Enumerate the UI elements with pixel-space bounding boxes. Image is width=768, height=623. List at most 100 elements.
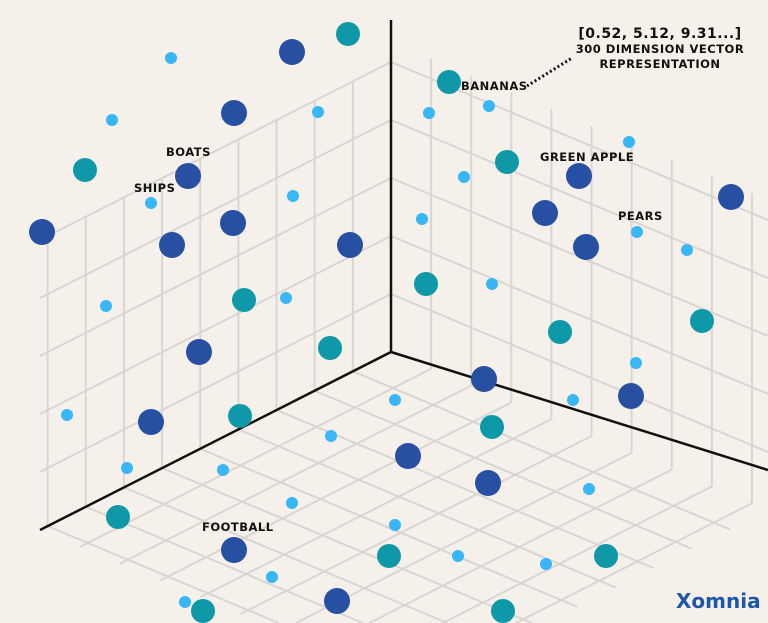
grid-line (314, 389, 693, 550)
label-ships: SHIPS (134, 181, 176, 195)
grid-line (276, 409, 654, 569)
label-football: FOOTBALL (202, 520, 274, 534)
vector-annotation: [0.52, 5.12, 9.31...] 300 DIMENSION VECT… (560, 26, 760, 72)
vector-point-teal (594, 544, 618, 568)
vector-point-teal (377, 544, 401, 568)
vector-point-large (718, 184, 744, 210)
grid-line (442, 485, 713, 623)
vector-point-small (121, 462, 133, 474)
vector-point-teal (228, 404, 252, 428)
grid-line (199, 418, 552, 599)
grid-line (39, 177, 392, 357)
grid-line (39, 61, 392, 241)
grid-line (159, 401, 512, 582)
vector-point-large (29, 219, 55, 245)
vector-point-large (186, 339, 212, 365)
vector-point-small (286, 497, 298, 509)
vector-point-teal (414, 272, 438, 296)
grid-line (119, 384, 472, 565)
vector-point-small (280, 292, 292, 304)
vector-point-small (567, 394, 579, 406)
vector-caption-line1: 300 DIMENSION VECTOR (575, 42, 745, 56)
vector-point-teal (191, 599, 215, 623)
xomnia-logo: Xomnia (676, 589, 761, 613)
grid-line (39, 235, 392, 415)
vector-point-teal (106, 505, 130, 529)
vector-point-small (61, 409, 73, 421)
vector-point-small (631, 226, 643, 238)
vector-point-teal (336, 22, 360, 46)
vector-point-small (540, 558, 552, 570)
vector-point-large (618, 383, 644, 409)
grid-line (199, 447, 578, 608)
vector-point-large (175, 163, 201, 189)
grid-line (85, 505, 364, 623)
vector-point-small (179, 596, 191, 608)
vector-point-small (452, 550, 464, 562)
grid-line (295, 451, 633, 623)
label-boats: BOATS (166, 145, 211, 159)
vector-point-teal (73, 158, 97, 182)
label-pears: PEARS (618, 209, 663, 223)
vector-caption-line2: REPRESENTATION (599, 57, 721, 71)
vector-point-small (389, 519, 401, 531)
vector-point-small (630, 357, 642, 369)
vector-point-large (337, 232, 363, 258)
vector-point-small (486, 278, 498, 290)
vector-point-small (416, 213, 428, 225)
vector-point-teal (318, 336, 342, 360)
vector-point-large (471, 366, 497, 392)
vector-values: [0.52, 5.12, 9.31...] (578, 26, 742, 42)
vector-point-large (573, 234, 599, 260)
label-bananas: BANANAS (461, 79, 528, 93)
vector-point-teal (548, 320, 572, 344)
grid-line (47, 525, 280, 623)
grid-line (240, 435, 592, 615)
vector-point-teal (491, 599, 515, 623)
vector-point-teal (495, 150, 519, 174)
vector-point-small (100, 300, 112, 312)
y-axis (390, 350, 768, 472)
vector-point-small (312, 106, 324, 118)
vector-point-large (138, 409, 164, 435)
vector-point-large (159, 232, 185, 258)
grid-line (123, 486, 448, 623)
vector-point-small (145, 197, 157, 209)
vector-point-large (532, 200, 558, 226)
label-green-apple: GREEN APPLE (540, 150, 635, 164)
vector-point-small (106, 114, 118, 126)
vector-point-small (681, 244, 693, 256)
vector-point-teal (437, 70, 461, 94)
vector-point-small (458, 171, 470, 183)
vector-point-small (287, 190, 299, 202)
grid-line (515, 502, 753, 623)
vector-point-small (325, 430, 337, 442)
x-axis (39, 350, 392, 532)
vector-point-large (279, 39, 305, 65)
vector-point-large (475, 470, 501, 496)
vector-point-small (583, 483, 595, 495)
grid-line (390, 119, 768, 279)
grid-line (238, 428, 616, 589)
vector-point-small (217, 464, 229, 476)
vector-point-large (324, 588, 350, 614)
grid-line (390, 293, 768, 453)
vector-point-large (221, 100, 247, 126)
grid-line (79, 367, 432, 548)
vector-point-small (266, 571, 278, 583)
vector-point-small (483, 100, 495, 112)
grid-line (39, 119, 392, 299)
grid-line (352, 370, 731, 531)
vector-point-teal (690, 309, 714, 333)
vector-point-small (423, 107, 435, 119)
vector-point-small (389, 394, 401, 406)
grid-line (39, 293, 392, 473)
vector-point-small (623, 136, 635, 148)
grid-line (161, 467, 533, 623)
vector-point-large (566, 163, 592, 189)
vector-point-large (221, 537, 247, 563)
vector-point-small (165, 52, 177, 64)
vector-point-large (220, 210, 246, 236)
vector-point-teal (480, 415, 504, 439)
